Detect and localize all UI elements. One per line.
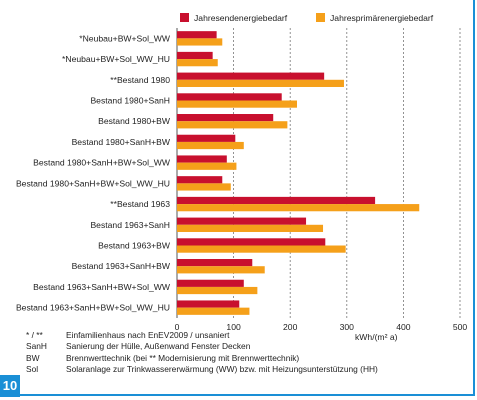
- x-tick-label: 300: [340, 322, 355, 332]
- category-label: Bestand 1980+SanH+BW+Sol_WW_HU: [16, 178, 170, 188]
- footnote-abbr: Sol: [26, 363, 39, 374]
- figure-number-badge: 10: [0, 375, 20, 397]
- category-label: Bestand 1963+SanH+BW+Sol_WW_HU: [16, 303, 170, 313]
- x-tick-label: 0: [175, 322, 180, 332]
- footnote-abbr: * / **: [26, 330, 43, 340]
- bar-series-0: [177, 259, 253, 267]
- bar-series-0: [177, 238, 326, 246]
- bar-series-1: [177, 266, 265, 274]
- bar-series-0: [177, 51, 213, 60]
- footnote-row: Sol Solaranlage zur Trinkwassererwärmung…: [26, 364, 446, 375]
- bar-series-1: [177, 204, 420, 212]
- footnote-text: Sanierung der Hülle, Außenwand Fenster D…: [66, 341, 251, 352]
- footnote-row: * / ** Einfamilienhaus nach EnEV2009 / u…: [26, 330, 446, 341]
- category-label: Bestand 1980+BW: [98, 116, 171, 126]
- bar-series-1: [177, 121, 288, 129]
- x-tick-label: 500: [453, 322, 468, 332]
- bar-series-1: [177, 224, 324, 232]
- bar-series-0: [177, 31, 217, 39]
- x-tick-label: 400: [396, 322, 411, 332]
- x-tick-label: 100: [226, 322, 241, 332]
- bar-series-0: [177, 196, 376, 205]
- bar-series-1: [177, 183, 231, 191]
- bar-series-0: [177, 279, 244, 287]
- legend-swatch-series-0: [180, 13, 189, 22]
- bar-series-1: [177, 38, 223, 46]
- category-label: Bestand 1963+BW: [98, 241, 171, 251]
- legend-swatch-series-1: [316, 13, 325, 22]
- bar-series-1: [177, 286, 258, 295]
- x-axis-unit: kWh/(m² a): [355, 332, 398, 342]
- legend: Jahresendenergiebedarf Jahresprimärenerg…: [180, 13, 434, 23]
- category-label: Bestand 1980+SanH+BW: [72, 137, 171, 147]
- footnote-text: Brennwerttechnik (bei ** Modernisierung …: [66, 352, 300, 363]
- category-label: Bestand 1963+SanH+BW+Sol_WW: [33, 282, 171, 292]
- bar-series-1: [177, 141, 244, 150]
- bar-series-0: [177, 176, 223, 184]
- legend-label-series-1: Jahresprimärenergiebedarf: [330, 13, 434, 23]
- legend-label-series-0: Jahresendenergiebedarf: [194, 13, 288, 23]
- bar-series-1: [177, 100, 297, 108]
- bar-series-1: [177, 59, 218, 67]
- category-label: Bestand 1963+SanH: [90, 220, 170, 230]
- footnote-row: SanH Sanierung der Hülle, Außenwand Fens…: [26, 341, 446, 352]
- bar-series-0: [177, 155, 227, 163]
- category-label: *Neubau+BW+Sol_WW: [79, 33, 171, 43]
- category-label: Bestand 1980+SanH: [90, 96, 170, 106]
- bar-series-1: [177, 162, 237, 170]
- bar-series-1: [177, 79, 344, 87]
- bars: [177, 31, 420, 315]
- footnote-abbr: BW: [26, 352, 40, 363]
- bar-series-0: [177, 217, 307, 225]
- category-labels: *Neubau+BW+Sol_WW *Neubau+BW+Sol_WW_HU **B…: [16, 33, 171, 312]
- bar-series-1: [177, 307, 250, 315]
- bar-series-0: [177, 72, 325, 80]
- category-label: **Bestand 1963: [110, 199, 170, 209]
- footnote-abbr: SanH: [26, 341, 47, 352]
- category-label: Bestand 1963+SanH+BW: [72, 261, 171, 271]
- category-label: *Neubau+BW+Sol_WW_HU: [62, 54, 170, 64]
- footnotes: * / ** Einfamilienhaus nach EnEV2009 / u…: [26, 330, 446, 375]
- x-axis: 0 100 200 300 400 500: [175, 322, 468, 332]
- bar-series-0: [177, 93, 282, 101]
- grid-lines: [176, 28, 461, 318]
- bar-series-0: [177, 300, 240, 308]
- bar-series-0: [177, 134, 236, 142]
- footnote-text: Einfamilienhaus nach EnEV2009 / unsanier…: [66, 330, 230, 340]
- category-label: **Bestand 1980: [110, 75, 170, 85]
- footnote-text: Solaranlage zur Trinkwassererwärmung (WW…: [66, 363, 378, 374]
- footnote-row: BW Brennwerttechnik (bei ** Modernisieru…: [26, 353, 446, 364]
- bar-series-0: [177, 114, 274, 122]
- x-tick-label: 200: [283, 322, 298, 332]
- bar-series-1: [177, 245, 346, 253]
- category-label: Bestand 1980+SanH+BW+Sol_WW: [33, 158, 171, 168]
